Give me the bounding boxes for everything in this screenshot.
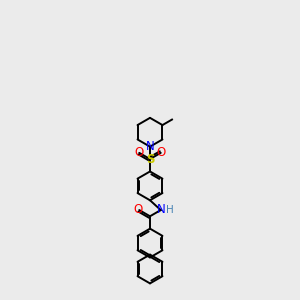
Text: O: O (134, 203, 143, 216)
Text: O: O (156, 146, 165, 159)
Text: O: O (135, 146, 144, 159)
Text: N: N (157, 203, 165, 216)
Text: N: N (146, 140, 154, 153)
Text: H: H (166, 205, 174, 215)
Text: S: S (146, 153, 154, 166)
